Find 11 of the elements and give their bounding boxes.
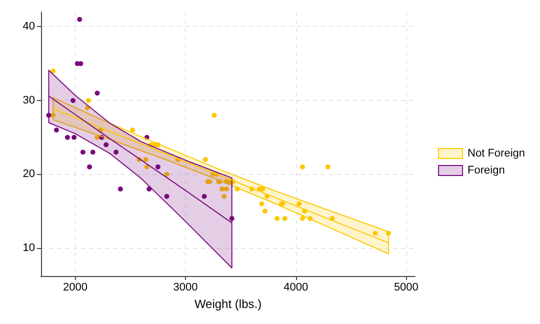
y-tick-label: 30 bbox=[22, 94, 35, 106]
x-tick-label: 5000 bbox=[394, 282, 418, 294]
y-tick-label: 20 bbox=[22, 168, 35, 180]
x-axis-title: Weight (lbs.) bbox=[194, 297, 262, 311]
x-tick-label: 4000 bbox=[284, 282, 308, 294]
x-tick-label: 3000 bbox=[173, 282, 198, 294]
legend-label: Foreign bbox=[468, 164, 505, 176]
legend-label: Not Foreign bbox=[468, 148, 526, 160]
x-tick-label: 2000 bbox=[62, 282, 88, 294]
y-tick-label: 10 bbox=[22, 242, 35, 254]
y-tick-label: 40 bbox=[22, 20, 35, 33]
